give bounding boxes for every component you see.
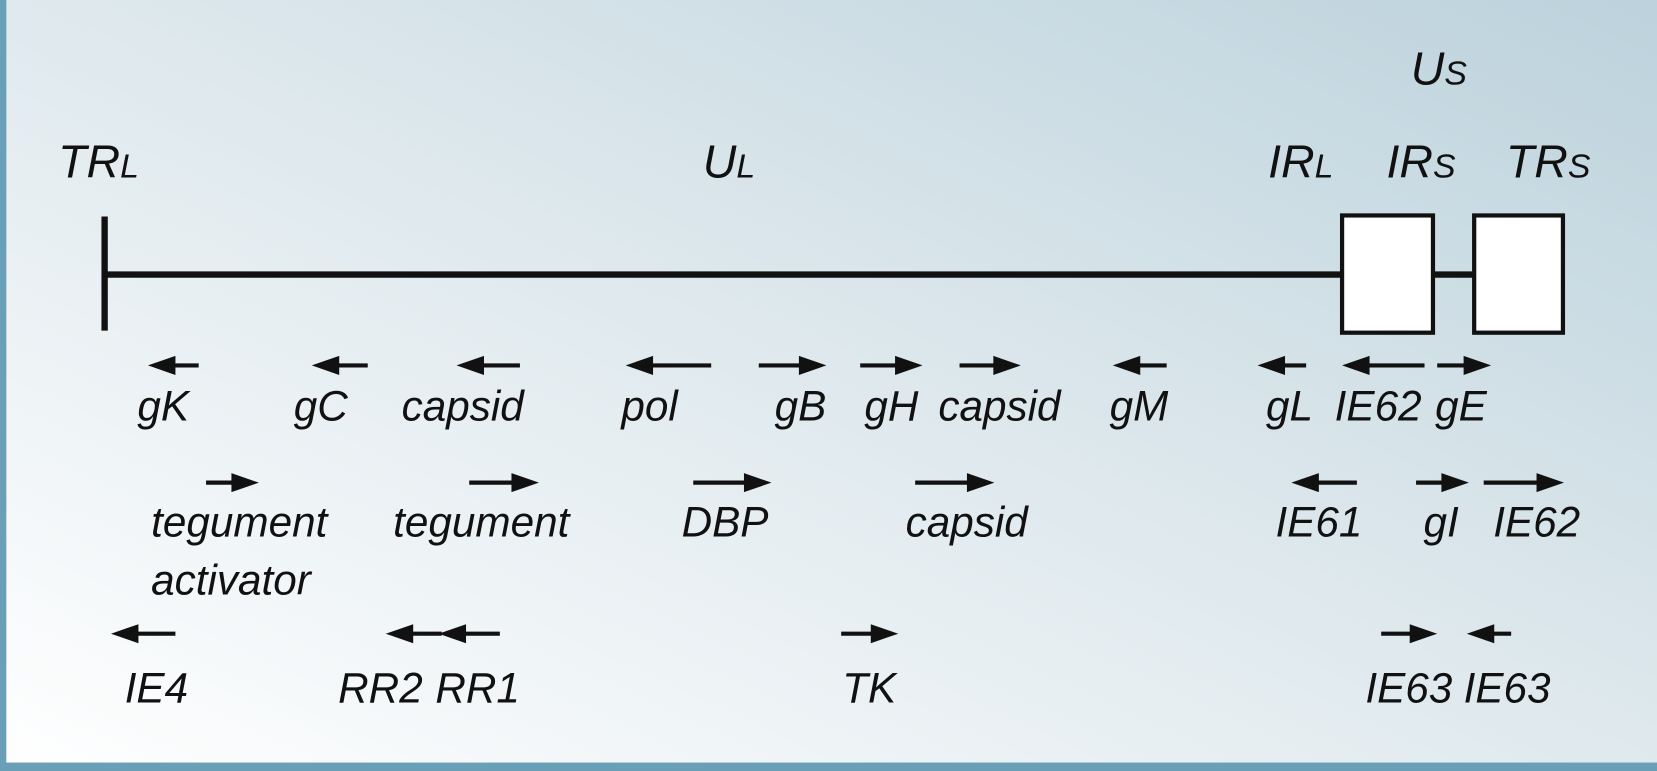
region-main: IR <box>1386 135 1432 187</box>
gene-arrowhead <box>1257 355 1286 375</box>
gene-label: IE62 <box>1493 499 1580 546</box>
gene-arrowhead <box>1466 624 1495 644</box>
gene-arrowhead <box>1536 473 1565 493</box>
region-main: U <box>1411 43 1445 95</box>
gene-arrowhead <box>1342 355 1370 375</box>
gene-arrowhead <box>993 355 1021 375</box>
gene-label: pol <box>619 382 679 429</box>
gene-label: gC <box>294 382 349 429</box>
region-label: IRS <box>1386 135 1455 187</box>
gene-label: gH <box>864 382 919 429</box>
gene-label: IE62 <box>1335 382 1422 429</box>
gene-arrowhead <box>438 624 467 644</box>
border-left <box>0 0 7 771</box>
gene-arrowhead <box>456 355 484 375</box>
gene-arrowhead <box>110 624 139 644</box>
repeat-box <box>1339 213 1436 335</box>
gene-label: gK <box>137 382 191 429</box>
gene-label: gB <box>775 382 827 429</box>
gene-label: RR2 <box>338 664 423 711</box>
region-sub: S <box>1444 55 1467 93</box>
gene-arrowhead <box>1291 473 1319 493</box>
region-label: IRL <box>1268 135 1333 187</box>
gene-arrowhead <box>1441 473 1469 493</box>
gene-arrowhead <box>1112 355 1141 375</box>
gene-label: IE61 <box>1276 499 1363 546</box>
gene-label: IE63 <box>1365 664 1452 711</box>
gene-label: tegument <box>393 499 571 546</box>
gene-arrowhead <box>385 624 414 644</box>
gene-label: gM <box>1110 382 1170 429</box>
region-sub: L <box>1315 147 1334 185</box>
repeat-box <box>1472 213 1566 335</box>
gene-label: TK <box>842 664 898 711</box>
gene-arrowhead <box>511 473 539 493</box>
gene-label: tegument <box>151 499 329 546</box>
gene-label: RR1 <box>435 664 520 711</box>
gene-label: activator <box>151 557 313 604</box>
gene-arrowhead <box>1409 624 1438 644</box>
border-bottom <box>0 762 1657 771</box>
gene-arrowhead <box>966 473 995 493</box>
region-label: US <box>1411 43 1468 95</box>
region-main: IR <box>1268 135 1314 187</box>
gene-arrowhead <box>1463 355 1492 375</box>
gene-arrowhead <box>625 355 654 375</box>
gene-arrowhead <box>743 473 772 493</box>
gene-arrowhead <box>311 355 340 375</box>
gene-arrowhead <box>870 624 899 644</box>
gene-label: capsid <box>906 499 1030 546</box>
gene-label: IE4 <box>125 664 188 711</box>
gene-arrowhead <box>231 473 259 493</box>
region-main: U <box>703 135 737 187</box>
gene-label: DBP <box>682 499 769 546</box>
region-sub: S <box>1568 147 1591 185</box>
gene-arrowhead <box>895 355 923 375</box>
region-label: TRL <box>58 135 139 187</box>
region-main: TR <box>58 135 120 187</box>
gene-arrowhead <box>798 355 827 375</box>
region-sub: L <box>736 147 755 185</box>
gene-arrowhead <box>147 355 176 375</box>
region-main: TR <box>1506 135 1568 187</box>
gene-label: capsid <box>402 382 526 429</box>
gene-label: gE <box>1435 382 1488 429</box>
gene-label: gI <box>1423 499 1459 546</box>
region-label: UL <box>703 135 755 187</box>
gene-label: gL <box>1266 382 1313 429</box>
gene-label: capsid <box>938 382 1062 429</box>
region-sub: L <box>120 147 139 185</box>
region-label: TRS <box>1506 135 1591 187</box>
gene-label: IE63 <box>1464 664 1551 711</box>
region-sub: S <box>1433 147 1456 185</box>
